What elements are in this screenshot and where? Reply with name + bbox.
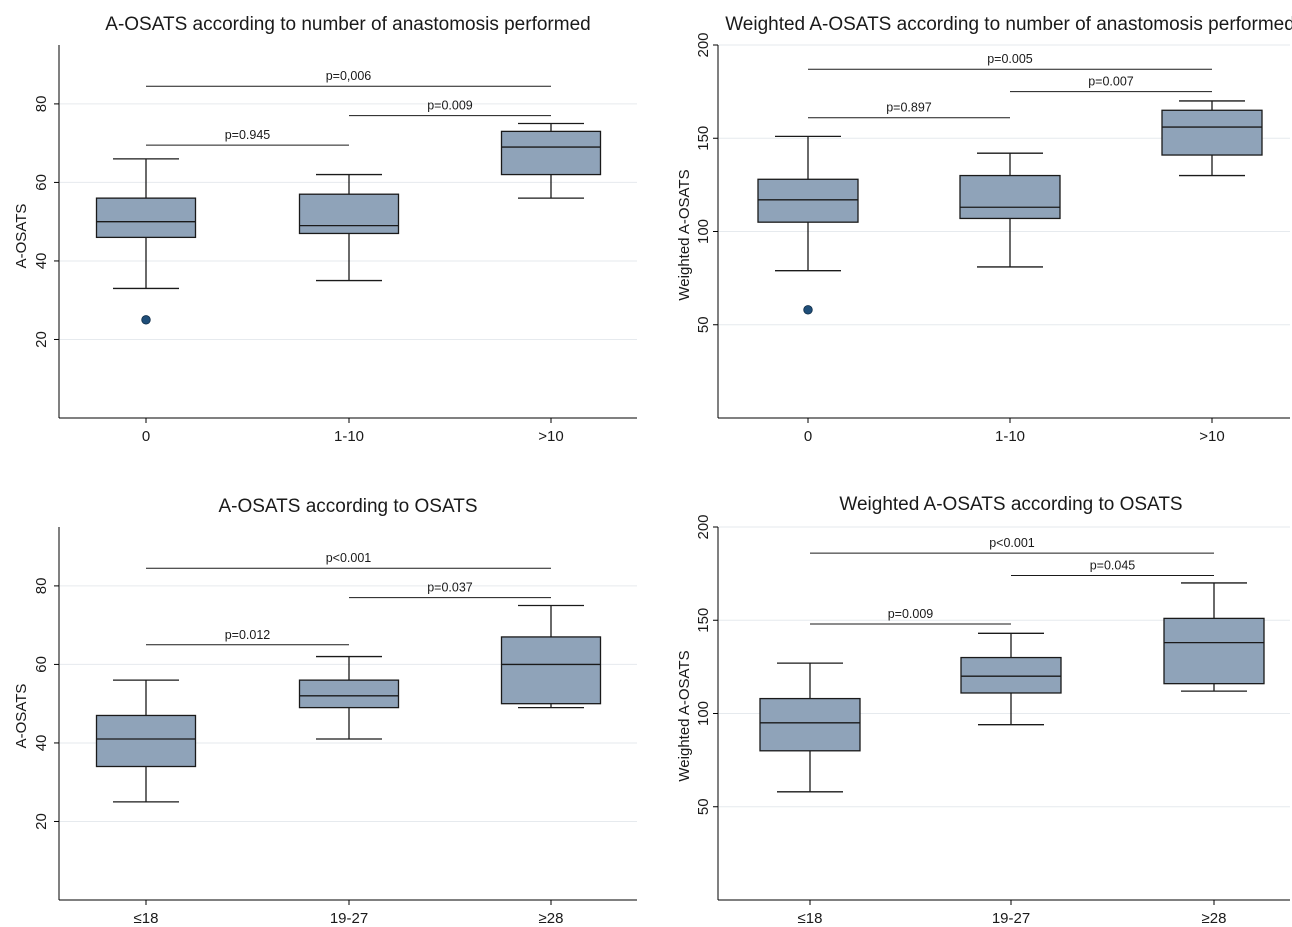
y-tick-label: 60 — [33, 656, 50, 673]
y-tick-label: 150 — [695, 608, 712, 633]
x-tick-label: >10 — [1199, 428, 1224, 445]
y-tick-label: 50 — [695, 798, 712, 815]
y-axis-label: Weighted A-OSATS — [676, 650, 693, 781]
x-tick-label: 0 — [804, 428, 812, 445]
p-value-label: p<0.001 — [989, 536, 1035, 550]
y-tick-label: 100 — [695, 219, 712, 244]
x-tick-label: ≥28 — [1202, 910, 1227, 927]
p-value-label: p=0.945 — [225, 128, 271, 142]
iqr-box — [1161, 109, 1263, 156]
x-tick-label: 1-10 — [334, 428, 364, 445]
box-0 — [759, 662, 861, 793]
x-tick-label: ≥28 — [539, 910, 564, 927]
outlier-point — [803, 305, 813, 315]
iqr-box — [959, 174, 1061, 220]
p-value-label: p=0.009 — [888, 607, 934, 621]
p-value-label: p=0.897 — [886, 101, 932, 115]
iqr-box — [759, 697, 861, 752]
p-value-label: p=0.012 — [225, 628, 271, 642]
box-2 — [500, 604, 602, 709]
box-1 — [298, 173, 400, 282]
p-value-label: p=0.009 — [427, 99, 473, 113]
iqr-box — [95, 197, 197, 239]
y-tick-label: 80 — [33, 96, 50, 113]
iqr-box — [500, 636, 602, 705]
p-value-label: p=0,006 — [326, 69, 372, 83]
y-axis-label: A-OSATS — [13, 204, 30, 269]
y-tick-label: 200 — [695, 32, 712, 57]
y-tick-label: 80 — [33, 578, 50, 595]
y-axis-label: Weighted A-OSATS — [676, 169, 693, 300]
p-value-label: p=0.005 — [987, 52, 1033, 66]
p-value-label: p=0.037 — [427, 581, 473, 595]
outlier-point — [141, 315, 151, 325]
p-value-label: p=0.045 — [1090, 558, 1136, 572]
box-2 — [1163, 582, 1265, 692]
y-tick-label: 50 — [695, 316, 712, 333]
x-tick-label: 19-27 — [992, 910, 1030, 927]
y-tick-label: 40 — [33, 253, 50, 270]
panel-title: A-OSATS according to OSATS — [218, 496, 477, 517]
box-2 — [500, 122, 602, 199]
x-tick-label: >10 — [538, 428, 563, 445]
panel-anastomosis-weighted: Weighted A-OSATS according to number of … — [676, 14, 1292, 445]
panel-title: Weighted A-OSATS according to OSATS — [839, 494, 1182, 515]
y-tick-label: 60 — [33, 174, 50, 191]
box-0 — [95, 158, 197, 325]
y-tick-label: 20 — [33, 813, 50, 830]
iqr-box — [960, 656, 1062, 694]
panel-osats-weighted: Weighted A-OSATS according to OSATS Weig… — [676, 494, 1290, 927]
box-1 — [960, 632, 1062, 726]
box-2 — [1161, 100, 1263, 177]
x-tick-label: 19-27 — [330, 910, 368, 927]
x-tick-label: ≤18 — [134, 910, 159, 927]
panel-title: A-OSATS according to number of anastomos… — [105, 14, 590, 35]
panel-osats-aosats: A-OSATS according to OSATS A-OSATS 20 40 6… — [13, 496, 637, 927]
iqr-box — [1163, 617, 1265, 685]
box-0 — [757, 135, 859, 315]
box-0 — [95, 679, 197, 803]
iqr-box — [298, 679, 400, 709]
iqr-box — [757, 178, 859, 223]
y-axis-label: A-OSATS — [13, 684, 30, 749]
iqr-box — [298, 193, 400, 235]
iqr-box — [95, 714, 197, 768]
p-value-label: p<0.001 — [326, 551, 372, 565]
p-value-label: p=0.007 — [1088, 75, 1134, 89]
x-tick-label: 1-10 — [995, 428, 1025, 445]
x-tick-label: 0 — [142, 428, 150, 445]
y-tick-label: 100 — [695, 701, 712, 726]
y-tick-label: 20 — [33, 331, 50, 348]
box-1 — [959, 152, 1061, 268]
panel-anastomosis-aosats: A-OSATS according to number of anastomos… — [13, 14, 637, 445]
panel-title: Weighted A-OSATS according to number of … — [725, 14, 1292, 35]
y-tick-label: 200 — [695, 514, 712, 539]
y-tick-label: 40 — [33, 735, 50, 752]
iqr-box — [500, 130, 602, 176]
x-tick-label: ≤18 — [798, 910, 823, 927]
y-tick-label: 150 — [695, 126, 712, 151]
box-1 — [298, 655, 400, 740]
